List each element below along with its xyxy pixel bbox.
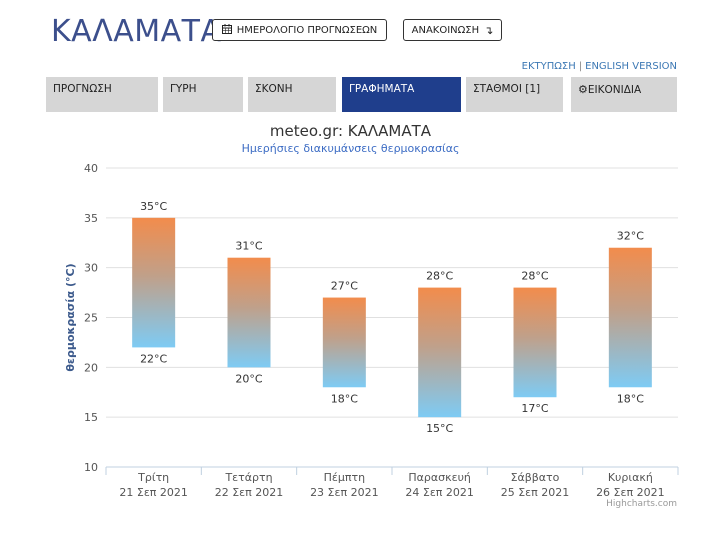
gear-icon: ⚙	[578, 83, 588, 96]
y-tick-label: 15	[84, 411, 98, 424]
high-temp-label: 27°C	[331, 280, 358, 293]
tab-label: ΣΚΟΝΗ	[255, 83, 293, 95]
x-date-label: 22 Σεπ 2021	[215, 486, 284, 499]
arrow-turn-down-icon: ↴	[484, 23, 494, 37]
link-separator: |	[578, 61, 583, 72]
tab-pollen[interactable]: ΓΥΡΗ	[163, 77, 243, 112]
y-axis-title: θερμοκρασία (°C)	[64, 263, 77, 371]
x-day-label: Κυριακή	[608, 471, 653, 484]
low-temp-label: 22°C	[140, 352, 167, 365]
announcement-label: ΑΝΑΚΟΙΝΩΣΗ	[411, 24, 480, 36]
low-temp-label: 18°C	[331, 392, 358, 405]
y-tick-label: 35	[84, 212, 98, 225]
y-tick-label: 40	[84, 162, 98, 175]
temperature-bar	[132, 217, 176, 348]
tab-forecast[interactable]: ΠΡΟΓΝΩΣΗ	[46, 77, 158, 112]
x-day-label: Τρίτη	[137, 471, 169, 484]
high-temp-label: 31°C	[235, 240, 262, 253]
x-date-label: 25 Σεπ 2021	[501, 486, 570, 499]
tab-label: ΣΤΑΘΜΟΙ [1]	[473, 83, 541, 95]
tab-charts[interactable]: ΓΡΑΦΗΜΑΤΑ	[342, 77, 461, 112]
x-day-label: Τετάρτη	[224, 471, 272, 484]
y-tick-label: 30	[84, 262, 98, 275]
x-date-label: 23 Σεπ 2021	[310, 486, 379, 499]
high-temp-label: 28°C	[426, 270, 453, 283]
tab-label: ΕΙΚΟΝΙΔΙΑ	[587, 84, 642, 96]
page-title: ΚΑΛΑΜΑΤΑ	[51, 14, 222, 49]
x-date-label: 21 Σεπ 2021	[119, 486, 188, 499]
temperature-bar	[322, 297, 366, 388]
chart-title: meteo.gr: ΚΑΛΑΜΑΤΑ	[269, 122, 432, 140]
y-tick-label: 10	[84, 461, 98, 474]
x-date-label: 24 Σεπ 2021	[405, 486, 474, 499]
tab-label: ΓΥΡΗ	[170, 83, 197, 95]
x-date-label: 26 Σεπ 2021	[596, 486, 665, 499]
high-temp-label: 35°C	[140, 200, 167, 213]
chart-subtitle: Ημερήσιες διακυμάνσεις θερμοκρασίας	[241, 142, 460, 155]
high-temp-label: 28°C	[521, 270, 548, 283]
temperature-bar	[227, 257, 271, 368]
temperature-bar	[608, 247, 652, 388]
temperature-bar	[418, 287, 462, 418]
y-tick-label: 25	[84, 312, 98, 325]
tab-label: ΓΡΑΦΗΜΑΤΑ	[349, 83, 415, 95]
top-links: ΕΚΤΥΠΩΣΗ | ENGLISH VERSION	[522, 61, 677, 72]
low-temp-label: 15°C	[426, 422, 453, 435]
low-temp-label: 18°C	[617, 392, 644, 405]
tab-widgets[interactable]: ⚙ΕΙΚΟΝΙΔΙΑ	[571, 77, 677, 112]
tab-stations[interactable]: ΣΤΑΘΜΟΙ [1]	[466, 77, 563, 112]
forecast-calendar-label: ΗΜΕΡΟΛΟΓΙΟ ΠΡΟΓΝΩΣΕΩΝ	[236, 24, 378, 36]
calendar-icon	[221, 23, 232, 37]
announcement-button[interactable]: ΑΝΑΚΟΙΝΩΣΗ ↴	[403, 19, 502, 41]
tab-label: ΠΡΟΓΝΩΣΗ	[53, 83, 112, 95]
low-temp-label: 20°C	[235, 372, 262, 385]
forecast-calendar-button[interactable]: ΗΜΕΡΟΛΟΓΙΟ ΠΡΟΓΝΩΣΕΩΝ	[212, 19, 387, 41]
tab-dust[interactable]: ΣΚΟΝΗ	[248, 77, 336, 112]
highcharts-credit[interactable]: Highcharts.com	[606, 499, 677, 509]
high-temp-label: 32°C	[617, 230, 644, 243]
temperature-bar	[513, 287, 557, 398]
x-day-label: Παρασκευή	[408, 471, 471, 484]
y-tick-label: 20	[84, 361, 98, 374]
low-temp-label: 17°C	[521, 402, 548, 415]
x-day-label: Σάββατο	[511, 471, 560, 484]
english-version-link[interactable]: ENGLISH VERSION	[585, 61, 677, 72]
print-link[interactable]: ΕΚΤΥΠΩΣΗ	[521, 61, 576, 72]
x-day-label: Πέμπτη	[324, 471, 365, 484]
